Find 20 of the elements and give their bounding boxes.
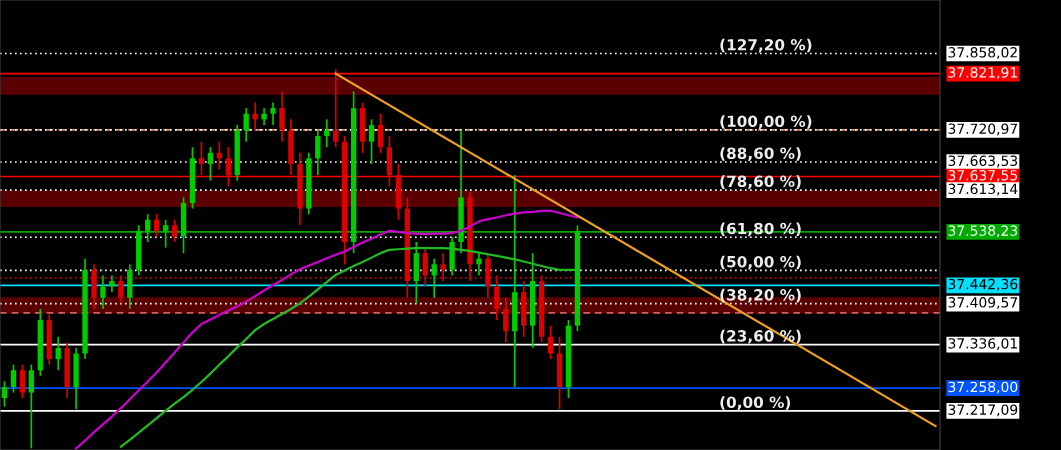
- annotation: (88,60 %): [720, 147, 801, 161]
- ref-line-label: 37.538,23: [948, 225, 1018, 238]
- ref-line-label: 37.720,97: [948, 123, 1018, 136]
- annotation: (78,60 %): [720, 175, 801, 190]
- annotation: (0,00 %): [720, 396, 791, 410]
- annotation: (23,60 %): [720, 329, 801, 344]
- annotation: (100,00 %): [720, 115, 812, 129]
- ref-line-label: 37.613,14: [948, 183, 1018, 196]
- ref-line-label: 37.637,55: [948, 169, 1017, 182]
- ref-line-label: 37.858,02: [948, 47, 1017, 59]
- ref-line-label: 37.336,01: [948, 338, 1017, 351]
- ref-line-label: 37.258,00: [948, 381, 1018, 394]
- annotation: (50,00 %): [720, 255, 801, 270]
- annotation: (127,20 %): [720, 38, 812, 53]
- ref-line-label: 37.409,57: [948, 297, 1018, 310]
- ref-line-label: 37.663,53: [948, 155, 1018, 168]
- ref-line-label: 37.821,91: [948, 67, 1017, 80]
- ref-line-label: 37.217,09: [948, 404, 1018, 417]
- ref-line-label: 37.442,36: [948, 278, 1018, 291]
- annotation: (38,20 %): [720, 288, 801, 303]
